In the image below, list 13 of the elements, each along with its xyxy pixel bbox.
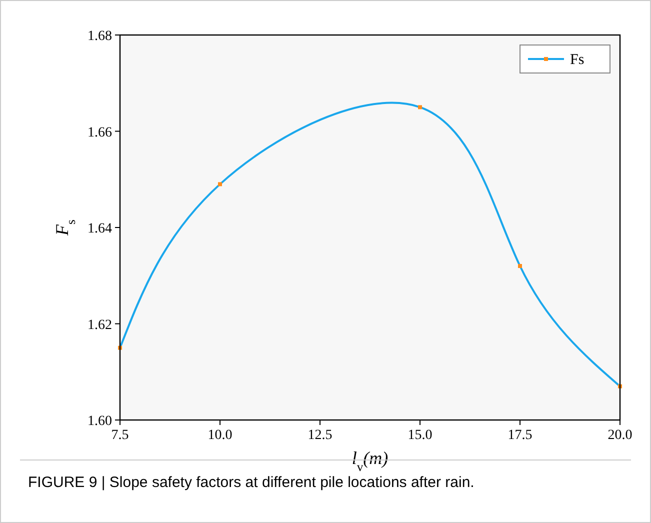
y-tick-label: 1.66 [88, 125, 112, 140]
x-tick-label: 20.0 [608, 428, 632, 443]
y-tick-label: 1.64 [88, 222, 112, 236]
legend-label: Fs [570, 52, 584, 68]
x-tick-label: 15.0 [408, 428, 432, 443]
x-tick-label: 17.5 [508, 428, 532, 443]
y-tick-label: 1.60 [88, 414, 112, 429]
x-tick-label: 7.5 [111, 428, 129, 443]
x-tick-label: 10.0 [208, 428, 232, 443]
x-tick-label: 12.5 [308, 428, 332, 443]
y-tick-label: 1.68 [88, 29, 112, 44]
y-tick-label: 1.62 [88, 318, 112, 333]
caption: FIGURE 9 | Slope safety factors at different pile locations after rain. [28, 474, 474, 491]
